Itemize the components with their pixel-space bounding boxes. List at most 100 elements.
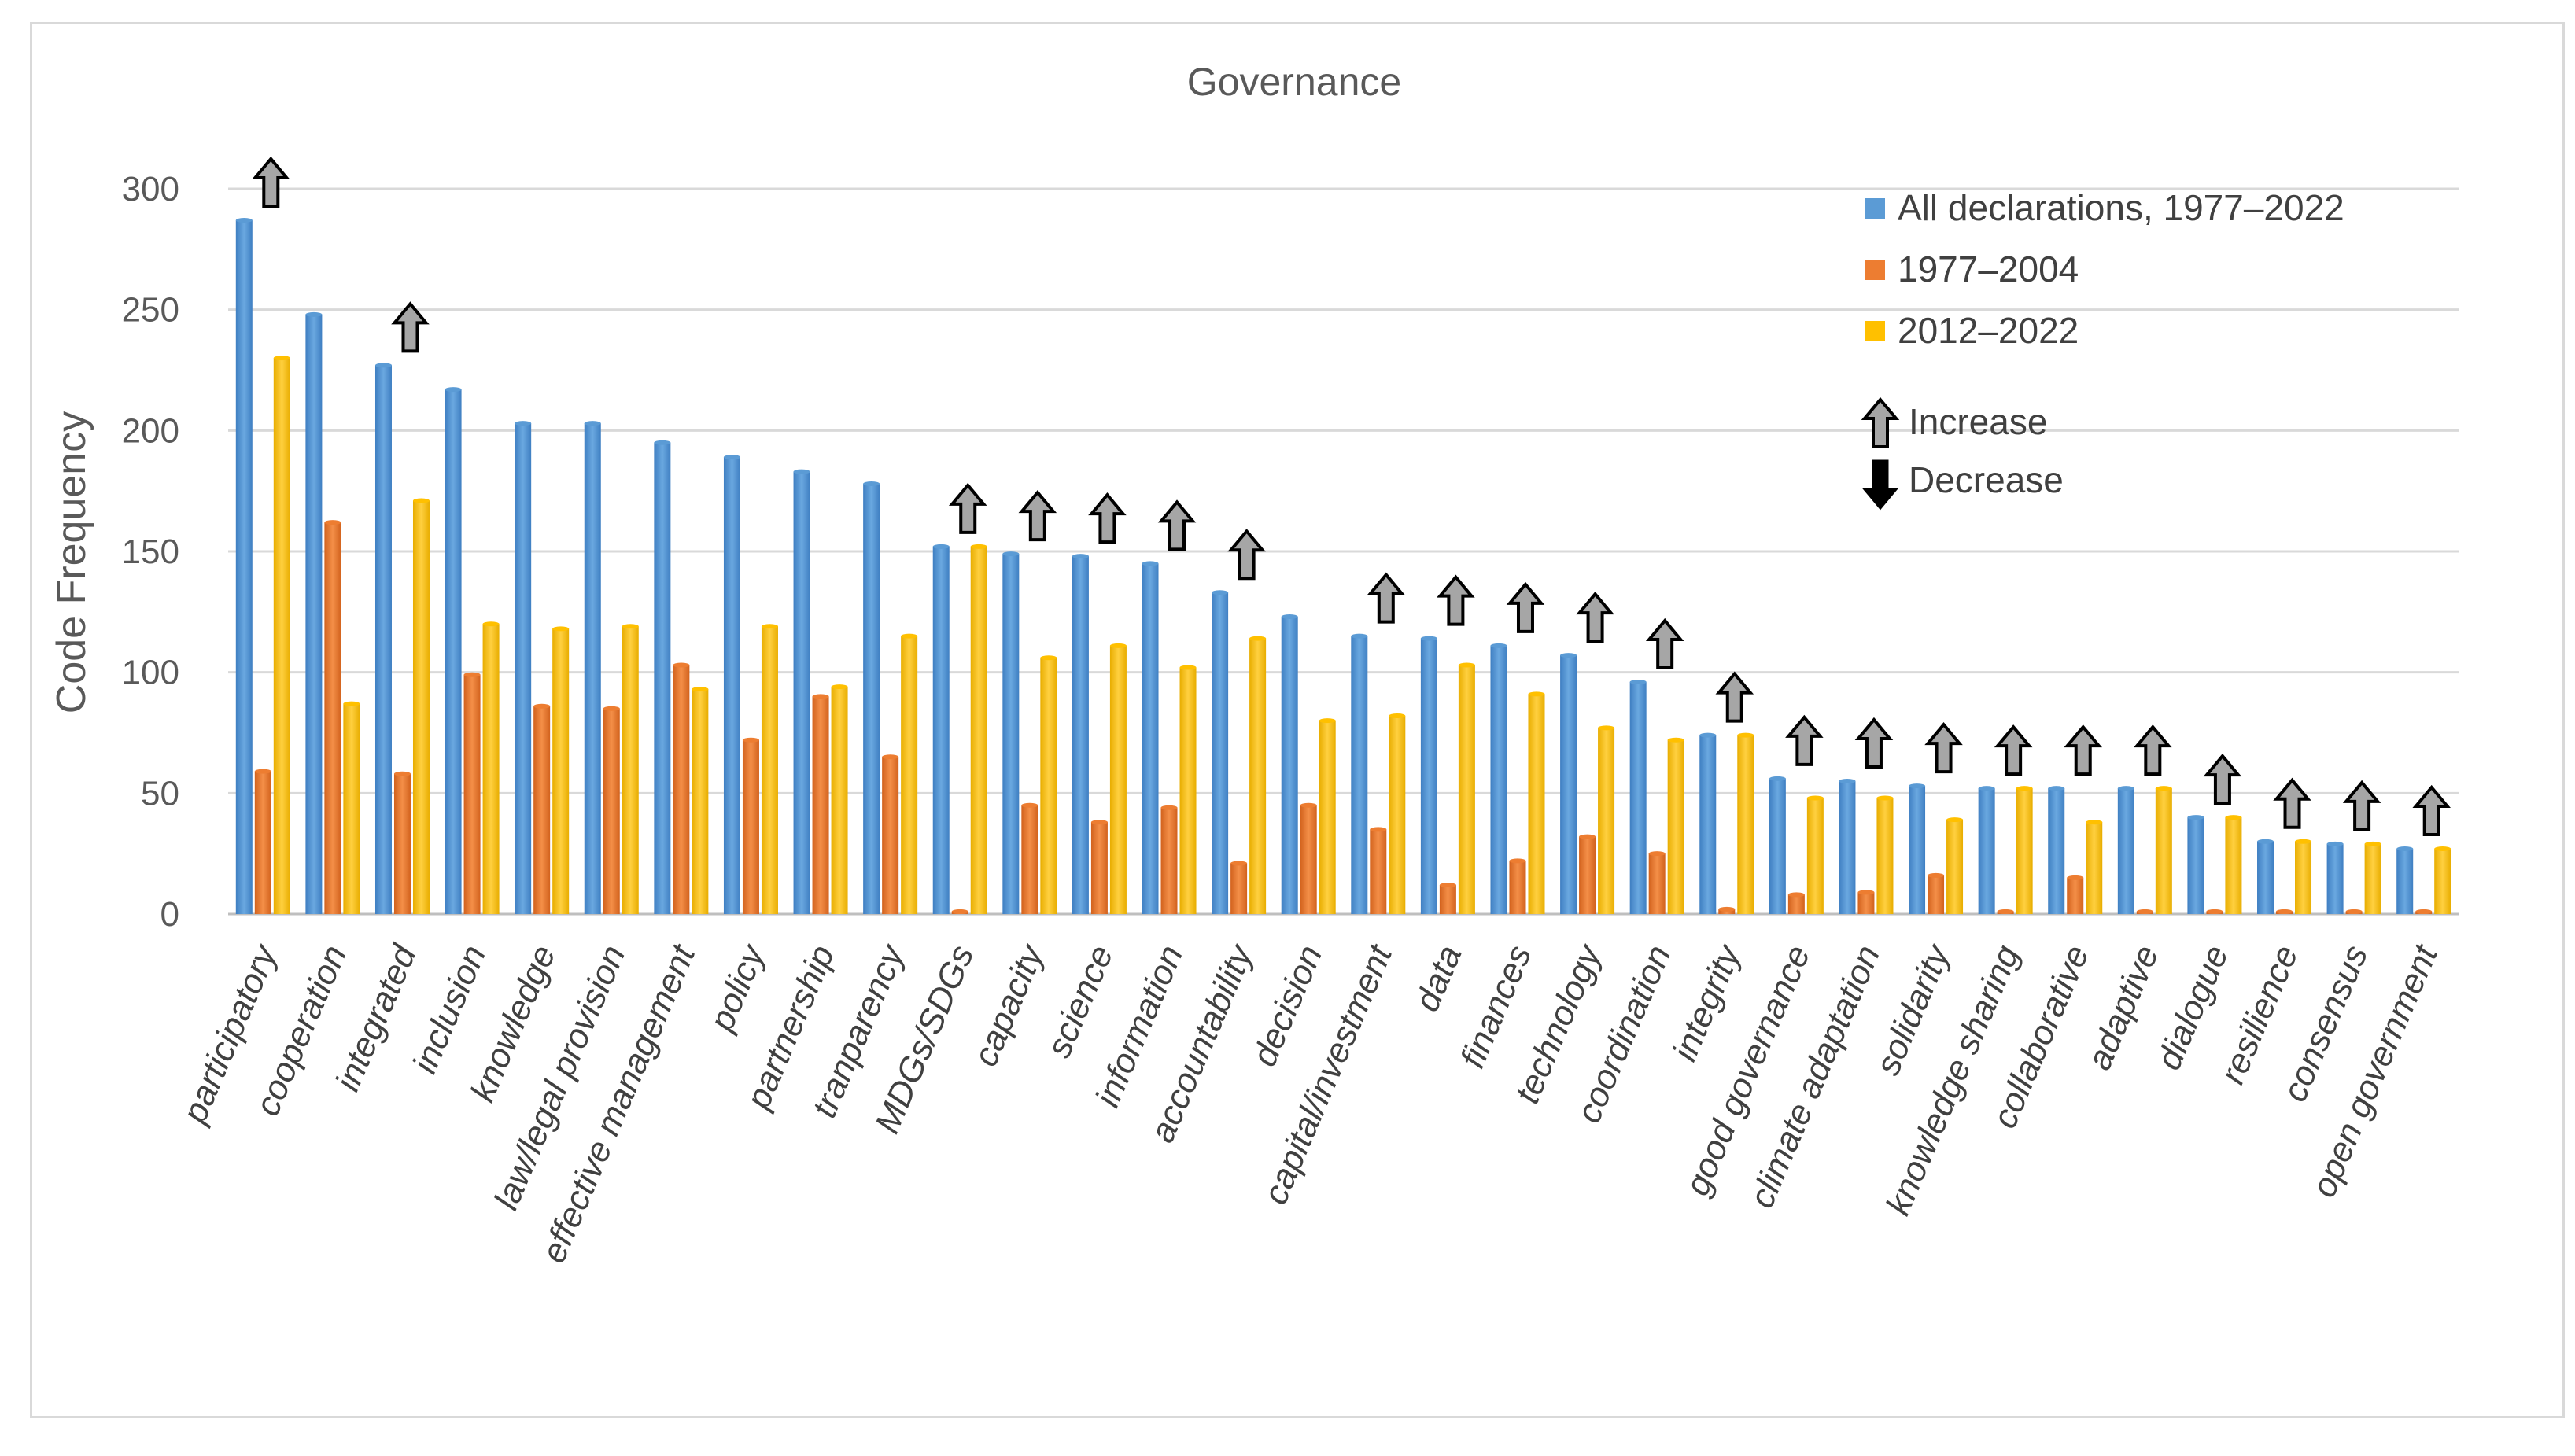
bar-2012-2022 [1249, 638, 1267, 914]
bar-all [863, 483, 880, 914]
bar-cap [742, 737, 759, 743]
bar-1977-2004 [1509, 861, 1526, 914]
y-tick-label: 300 [122, 170, 179, 208]
bar-cap [1281, 614, 1298, 619]
bar-cap [2225, 815, 2242, 820]
bar-cap [2086, 820, 2103, 825]
bar-2012-2022 [412, 500, 430, 914]
bar-cap [1439, 883, 1456, 888]
bar-2012-2022 [1389, 715, 1406, 914]
bar-2012-2022 [273, 358, 290, 915]
bar-2012-2022 [1946, 820, 1964, 914]
bar-cap [951, 909, 968, 914]
bar-cap [1806, 795, 1824, 801]
increase-arrow-icon [2064, 724, 2103, 776]
increase-arrow-icon [1715, 671, 1754, 723]
bar-2012-2022 [2225, 817, 2242, 914]
bar-cap [463, 672, 481, 677]
bar-1977-2004 [2067, 877, 2084, 914]
bar-cap [1490, 643, 1507, 648]
bar-cap [1458, 662, 1475, 668]
bar-all [2048, 788, 2065, 914]
bar-2012-2022 [1319, 721, 1336, 914]
bar-all [445, 389, 462, 914]
y-tick-label: 250 [122, 291, 179, 330]
bar-all [584, 423, 601, 914]
bar-cap [1528, 691, 1545, 697]
bar-cap [901, 633, 918, 639]
bar-1977-2004 [1579, 836, 1596, 914]
bar-2012-2022 [2295, 841, 2312, 914]
bar-all [1420, 638, 1437, 914]
bar-cap [1230, 861, 1248, 866]
bar-cap [412, 498, 430, 503]
bar-1977-2004 [254, 771, 271, 914]
bar-cap [2206, 909, 2223, 914]
bar-1977-2004 [1718, 909, 1736, 914]
bar-cap [2048, 786, 2065, 791]
bar-1977-2004 [673, 665, 690, 914]
bar-all [1629, 681, 1647, 914]
bar-all [2257, 841, 2274, 914]
increase-arrow-icon [1645, 617, 1684, 669]
bar-cap [533, 703, 551, 709]
bar-all [1769, 778, 1786, 914]
bar-cap [552, 626, 570, 632]
increase-arrow-icon [1785, 714, 1824, 766]
bar-cap [654, 440, 671, 445]
bar-2012-2022 [2155, 788, 2172, 914]
bar-cap [1160, 805, 1178, 810]
y-tick-label: 200 [122, 411, 179, 450]
bar-cap [1021, 802, 1038, 808]
bar-cap [1142, 561, 1159, 566]
bar-1977-2004 [1787, 894, 1805, 914]
y-axis-label: Code Frequency [49, 411, 94, 713]
bar-all [793, 471, 810, 914]
bar-cap [1667, 737, 1684, 743]
bar-all [515, 423, 532, 914]
bar-1977-2004 [393, 773, 411, 914]
bar-cap [374, 363, 392, 368]
bar-1977-2004 [1648, 853, 1666, 914]
x-tick-label: science [1039, 940, 1120, 1063]
bar-all [2187, 817, 2204, 914]
legend-swatch [1865, 321, 1885, 341]
legend-decrease-arrow-icon [1861, 459, 1899, 511]
bar-2012-2022 [692, 689, 709, 914]
bar-2012-2022 [831, 687, 848, 914]
increase-arrow-icon [252, 156, 290, 208]
bar-cap [692, 687, 709, 692]
bar-cap [1509, 858, 1526, 864]
bar-cap [1737, 732, 1754, 738]
bar-all [1909, 786, 1926, 914]
bar-cap [1420, 636, 1437, 641]
bar-cap [2187, 815, 2204, 820]
increase-arrow-icon [2134, 724, 2172, 776]
increase-arrow-icon [2412, 784, 2451, 837]
bar-cap [2364, 841, 2381, 846]
bar-2012-2022 [1737, 735, 1754, 914]
bar-cap [1351, 633, 1368, 639]
bar-all [235, 219, 253, 914]
bar-cap [1109, 643, 1127, 648]
increase-arrow-icon [1367, 572, 1406, 624]
bar-2012-2022 [1806, 798, 1824, 914]
x-tick-label: data [1407, 940, 1470, 1017]
bar-cap [2067, 875, 2084, 880]
bar-cap [2257, 839, 2274, 844]
bar-cap [2276, 909, 2293, 914]
bar-cap [482, 621, 500, 627]
legend-swatch [1865, 198, 1885, 219]
bar-cap [2136, 909, 2153, 914]
bar-cap [1249, 636, 1267, 641]
increase-arrow-icon [1157, 499, 1197, 551]
bar-cap [445, 387, 462, 393]
increase-arrow-icon [391, 301, 430, 353]
bar-cap [324, 520, 341, 525]
bar-cap [2415, 909, 2433, 914]
bar-cap [1946, 817, 1964, 823]
bar-2012-2022 [970, 546, 987, 914]
bar-cap [2155, 786, 2172, 791]
bar-1977-2004 [1928, 875, 1945, 914]
increase-arrow-icon [2342, 780, 2381, 831]
